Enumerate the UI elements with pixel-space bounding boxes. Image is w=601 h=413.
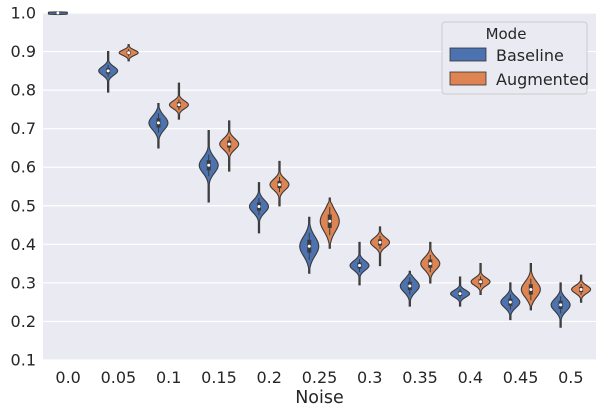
y-tick-label: 0.3 — [11, 273, 36, 292]
violin-median-augmented — [529, 287, 533, 291]
x-axis-label: Noise — [295, 388, 344, 408]
violin-median-baseline — [56, 11, 60, 15]
x-tick-label: 0.3 — [357, 368, 382, 387]
legend-swatch-augmented — [449, 71, 487, 86]
x-tick-label: 0.5 — [558, 368, 583, 387]
x-tick-label: 0.45 — [503, 368, 539, 387]
y-tick-label: 0.5 — [11, 196, 36, 215]
legend: Mode Baseline Augmented — [441, 21, 589, 95]
legend-label-baseline: Baseline — [496, 46, 564, 65]
y-tick-label: 0.1 — [11, 351, 36, 370]
violin-median-baseline — [207, 163, 211, 167]
legend-label-augmented: Augmented — [496, 70, 589, 89]
y-tick-label: 0.6 — [11, 158, 36, 177]
violin-median-augmented — [579, 287, 583, 291]
y-tick-label: 1.0 — [11, 4, 36, 23]
violin-median-augmented — [227, 142, 231, 146]
violin-median-baseline — [408, 284, 412, 288]
y-tick-label: 0.9 — [11, 42, 36, 61]
violin-median-baseline — [257, 205, 261, 209]
x-tick-label: 0.2 — [257, 368, 282, 387]
violin-median-augmented — [177, 103, 181, 107]
x-tick-label: 0.1 — [156, 368, 181, 387]
legend-title: Mode — [486, 25, 527, 43]
violin-median-baseline — [559, 303, 563, 307]
x-tick-label: 0.25 — [302, 368, 338, 387]
violin-median-baseline — [106, 69, 110, 73]
violin-median-baseline — [358, 264, 362, 268]
violin-median-baseline — [156, 121, 160, 125]
x-tick-label: 0.15 — [201, 368, 237, 387]
violin-median-augmented — [127, 51, 131, 55]
x-tick-label: 0.4 — [458, 368, 483, 387]
violin-median-augmented — [428, 262, 432, 266]
violin-median-baseline — [307, 244, 311, 248]
y-tick-label: 0.4 — [11, 235, 36, 254]
violin-median-augmented — [277, 183, 281, 187]
violin-median-augmented — [479, 280, 483, 284]
y-tick-label: 0.7 — [11, 119, 36, 138]
x-tick-label: 0.05 — [101, 368, 137, 387]
violin-median-augmented — [378, 240, 382, 244]
y-tick-label: 0.2 — [11, 312, 36, 331]
violin-median-augmented — [328, 219, 332, 223]
legend-swatch-baseline — [449, 47, 487, 62]
x-tick-label: 0.35 — [402, 368, 438, 387]
violin-median-baseline — [458, 292, 462, 296]
x-tick-label: 0.0 — [55, 368, 80, 387]
y-tick-label: 0.8 — [11, 81, 36, 100]
violin-median-baseline — [508, 300, 512, 304]
